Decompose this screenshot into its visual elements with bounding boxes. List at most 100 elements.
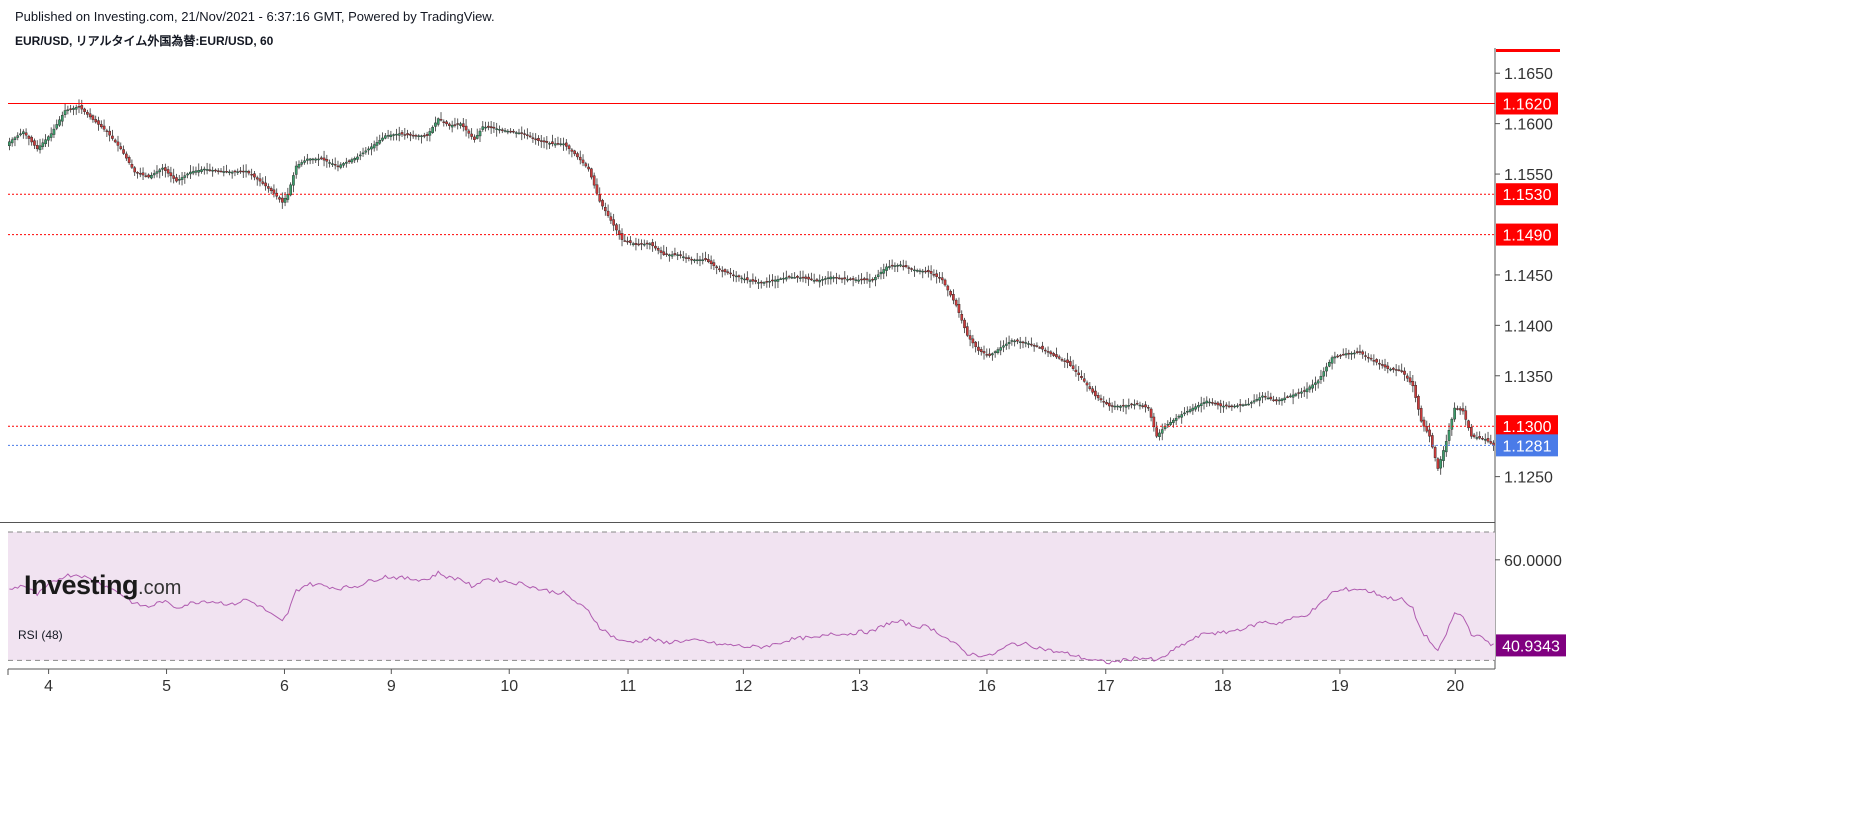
candle-body — [1436, 458, 1440, 469]
candle — [1308, 384, 1312, 393]
candle — [631, 241, 635, 247]
candle — [977, 341, 980, 355]
candle — [991, 352, 994, 361]
candle-body — [1431, 435, 1434, 448]
candle-body — [203, 168, 206, 171]
candle — [1030, 337, 1033, 347]
candle-body — [464, 125, 468, 131]
candle-body — [27, 135, 31, 139]
candle-body — [1400, 370, 1404, 372]
candle — [1392, 366, 1395, 373]
candle-body — [406, 133, 409, 136]
candle — [169, 166, 173, 183]
candle — [38, 138, 42, 154]
candle-body — [595, 184, 599, 194]
candle-body — [63, 110, 67, 115]
candle-body — [228, 171, 231, 174]
candle — [347, 159, 351, 164]
candle — [832, 275, 835, 283]
candle-body — [1389, 368, 1392, 371]
candle-body — [1219, 403, 1223, 407]
candle — [1458, 406, 1462, 415]
candle-body — [500, 129, 504, 131]
candle-body — [921, 270, 925, 273]
candle — [1419, 405, 1423, 423]
candle-body — [119, 146, 123, 150]
candle-body — [116, 141, 120, 146]
candle — [888, 259, 891, 270]
level-badge — [1496, 223, 1558, 246]
candle — [901, 259, 905, 271]
candle — [1124, 404, 1128, 415]
price-tick-label: 1.1250 — [1504, 470, 1553, 487]
candle — [1305, 382, 1309, 399]
candle-body — [796, 275, 799, 278]
candle-body — [453, 124, 457, 126]
candle — [1055, 347, 1058, 359]
candle — [837, 274, 841, 280]
candle-body — [1330, 357, 1334, 364]
candle-body — [907, 267, 911, 269]
candle — [709, 255, 713, 270]
candle — [1439, 456, 1443, 475]
candle — [189, 165, 192, 179]
candle-body — [606, 210, 610, 216]
candle — [851, 275, 855, 287]
candle — [130, 159, 134, 169]
time-tick-label: 4 — [44, 678, 53, 695]
candle — [1327, 359, 1331, 368]
candle — [158, 168, 162, 179]
candle — [60, 111, 64, 127]
candle-body — [294, 165, 298, 175]
candle — [1163, 422, 1167, 431]
candle — [715, 265, 719, 275]
candle-body — [656, 248, 660, 251]
candle-body — [241, 170, 245, 173]
candle-body — [1144, 404, 1147, 408]
candle — [748, 278, 752, 288]
candle — [498, 125, 501, 134]
candle — [523, 129, 526, 139]
candle — [668, 253, 671, 262]
candle-body — [180, 177, 184, 180]
candle-body — [893, 265, 897, 267]
candle — [434, 116, 437, 132]
candle — [640, 239, 643, 251]
candle-body — [1124, 405, 1128, 408]
candle-body — [1135, 403, 1139, 405]
candle-body — [1096, 395, 1100, 399]
candle-body — [1258, 397, 1262, 401]
candle-body — [74, 107, 78, 110]
candle — [693, 258, 696, 264]
candle — [1467, 419, 1470, 431]
candle — [1300, 387, 1303, 398]
candle-body — [587, 166, 590, 170]
candle-body — [1121, 404, 1125, 407]
candle-body — [269, 187, 273, 192]
candle-body — [308, 158, 312, 161]
candle — [1447, 423, 1451, 445]
candle — [1302, 386, 1306, 397]
candle-body — [77, 106, 81, 108]
candle — [1027, 340, 1030, 349]
candle — [395, 128, 398, 141]
price-tick-label: 1.1350 — [1504, 369, 1553, 386]
candle — [751, 273, 755, 285]
candle — [581, 154, 585, 167]
candle-body — [1255, 398, 1259, 401]
candle — [798, 270, 802, 282]
candle-body — [113, 139, 117, 143]
candle-body — [272, 189, 276, 194]
candle-body — [1085, 382, 1089, 386]
candle-body — [512, 130, 515, 133]
candle-body — [1199, 403, 1203, 406]
candle-body — [695, 259, 699, 261]
candle-body — [1180, 414, 1184, 418]
candle-body — [1052, 353, 1055, 356]
candle-body — [161, 167, 164, 170]
candle — [545, 136, 549, 150]
candle-body — [255, 177, 259, 180]
candle — [1197, 401, 1200, 412]
candle — [1375, 358, 1378, 366]
